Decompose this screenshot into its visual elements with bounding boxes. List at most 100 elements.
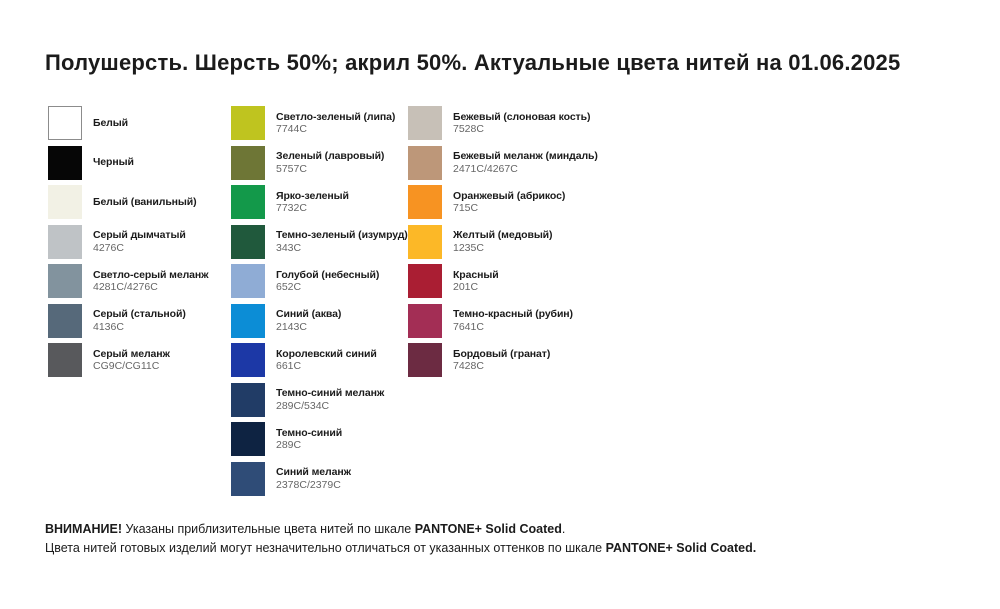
warning-label: ВНИМАНИЕ! — [45, 522, 122, 536]
pantone-code: 715C — [453, 202, 479, 214]
pantone-code: 4276C — [93, 241, 124, 254]
color-swatch — [48, 106, 82, 140]
pantone-code: 289C — [276, 439, 302, 451]
pantone-code: 4136C — [93, 320, 124, 333]
color-swatch — [48, 224, 82, 259]
pantone-code: 343C — [276, 241, 302, 254]
color-swatch — [231, 145, 265, 180]
color-swatch — [231, 303, 265, 338]
pantone-code: 2471C/4267C — [453, 162, 518, 175]
pantone-code: 4281C/4276C — [93, 281, 158, 293]
color-row: Серый меланж CG9C/CG11C — [48, 343, 208, 377]
color-name: Зеленый (лавровый) — [276, 150, 385, 162]
color-row: Бордовый (гранат) 7428C — [408, 343, 598, 377]
color-name: Черный — [93, 156, 134, 169]
color-name: Синий меланж — [276, 466, 351, 478]
color-name: Светло-серый меланж — [93, 268, 209, 281]
pantone-code: 7744C — [276, 123, 307, 135]
color-name: Бежевый меланж (миндаль) — [453, 150, 598, 162]
color-row: Черный — [48, 145, 208, 180]
color-swatch — [48, 145, 82, 180]
color-name: Темно-красный (рубин) — [453, 308, 573, 320]
swatch-column-grays: Белый Черный Белый (ванильный) Серый дым… — [48, 106, 209, 383]
color-row: Ярко-зеленый 7732C — [231, 185, 408, 219]
pantone-code: 7732C — [276, 202, 307, 214]
color-swatch — [48, 264, 82, 298]
color-row: Серый дымчатый 4276C — [48, 224, 208, 259]
color-row: Красный 201C — [408, 264, 598, 298]
color-name: Белый — [93, 116, 128, 129]
swatch-column-greens-blues: Светло-зеленый (липа) 7744C Зеленый (лавр… — [231, 106, 408, 501]
color-row: Светло-серый меланж 4281C/4276C — [48, 264, 209, 298]
color-row: Оранжевый (абрикос) 715C — [408, 185, 598, 219]
pantone-scale-name: PANTONE+ Solid Coated. — [605, 541, 757, 555]
pantone-code: 289C/534C — [276, 399, 330, 412]
color-swatch — [408, 303, 442, 338]
color-row: Темно-красный (рубин) 7641C — [408, 303, 598, 338]
color-row: Темно-зеленый (изумруд) 343C — [231, 224, 408, 259]
footer-text: . — [561, 522, 566, 536]
color-row: Голубой (небесный) 652C — [231, 264, 408, 298]
pantone-code: 5757C — [276, 162, 307, 175]
color-swatch — [231, 224, 265, 259]
pantone-code: 7428C — [453, 360, 484, 372]
color-row: Темно-синий 289C — [231, 422, 408, 456]
color-swatch — [231, 185, 265, 219]
color-swatch — [231, 264, 265, 298]
pantone-scale-name: PANTONE+ Solid Coated — [414, 522, 562, 536]
pantone-code: 2378C/2379C — [276, 478, 341, 491]
color-swatch — [231, 106, 265, 140]
footer-note: ВНИМАНИЕ! Указаны приблизительные цвета … — [45, 520, 756, 558]
pantone-code: 661C — [276, 360, 302, 372]
color-name: Королевский синий — [276, 347, 377, 360]
pantone-code: 7528C — [453, 123, 484, 135]
color-row: Бежевый (слоновая кость) 7528C — [408, 106, 598, 140]
color-swatch — [48, 343, 82, 377]
color-name: Серый (стальной) — [93, 308, 186, 320]
color-swatch — [408, 106, 442, 140]
color-name: Белый (ванильный) — [93, 195, 197, 208]
color-row: Серый (стальной) 4136C — [48, 303, 208, 338]
color-name: Бордовый (гранат) — [453, 347, 551, 360]
color-row: Светло-зеленый (липа) 7744C — [231, 106, 408, 140]
pantone-code: 652C — [276, 281, 302, 293]
pantone-code: 201C — [453, 281, 479, 293]
footer-line-1: ВНИМАНИЕ! Указаны приблизительные цвета … — [45, 520, 756, 539]
color-swatch — [231, 343, 265, 377]
pantone-code: 1235C — [453, 241, 484, 254]
color-row: Белый — [48, 106, 208, 140]
color-name: Желтый (медовый) — [453, 229, 553, 241]
color-row: Синий меланж 2378C/2379C — [231, 461, 408, 496]
color-name: Светло-зеленый (липа) — [276, 110, 396, 123]
color-name: Серый меланж — [93, 347, 170, 360]
color-name: Голубой (небесный) — [276, 268, 380, 281]
color-swatch — [408, 224, 442, 259]
color-row: Зеленый (лавровый) 5757C — [231, 145, 408, 180]
color-swatch — [408, 185, 442, 219]
footer-text: Цвета нитей готовых изделий могут незнач… — [45, 541, 606, 555]
color-swatch — [231, 422, 265, 456]
color-name: Темно-синий меланж — [276, 387, 385, 399]
pantone-code: 7641C — [453, 320, 484, 333]
color-swatch — [231, 461, 265, 496]
swatch-column-warm: Бежевый (слоновая кость) 7528C Бежевый ме… — [408, 106, 598, 383]
color-row: Королевский синий 661C — [231, 343, 408, 377]
color-row: Желтый (медовый) 1235C — [408, 224, 598, 259]
color-swatch — [408, 343, 442, 377]
color-swatch — [48, 185, 82, 219]
pantone-code: CG9C/CG11C — [93, 360, 160, 372]
pantone-code: 2143C — [276, 320, 307, 333]
color-row: Синий (аква) 2143C — [231, 303, 408, 338]
color-name: Оранжевый (абрикос) — [453, 189, 566, 202]
color-name: Темно-зеленый (изумруд) — [276, 229, 408, 241]
color-swatch — [408, 145, 442, 180]
color-name: Бежевый (слоновая кость) — [453, 110, 591, 123]
color-row: Белый (ванильный) — [48, 185, 208, 219]
color-name: Синий (аква) — [276, 308, 342, 320]
color-name: Красный — [453, 268, 499, 281]
color-swatch — [408, 264, 442, 298]
color-swatch — [48, 303, 82, 338]
color-row: Темно-синий меланж 289C/534C — [231, 382, 408, 417]
color-swatch — [231, 382, 265, 417]
footer-line-2: Цвета нитей готовых изделий могут незнач… — [45, 539, 756, 558]
